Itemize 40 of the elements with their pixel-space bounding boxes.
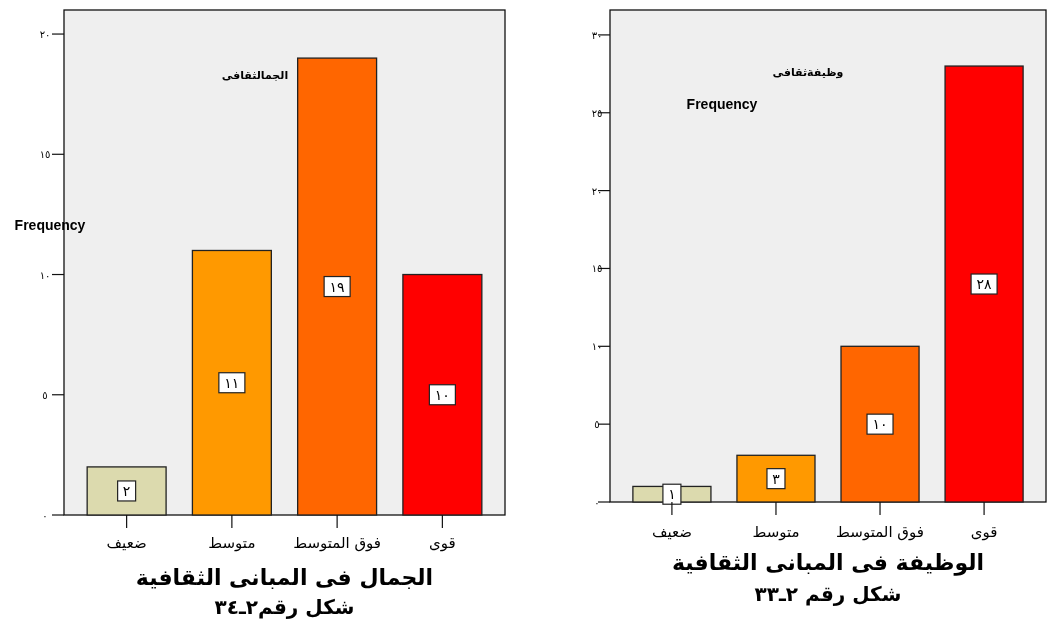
- y-tick-label: ١٥: [591, 263, 603, 275]
- annotation: الجمالثقافى: [221, 69, 289, 82]
- y-tick-label: ٥: [594, 419, 600, 431]
- text: الوظيفة فى المبانى الثقافية: [671, 550, 985, 576]
- bar: [402, 273, 483, 516]
- data-label: ١٠: [872, 416, 888, 433]
- data-label: ٢: [122, 482, 131, 499]
- bar: [840, 345, 920, 503]
- x-tick-label: قوى: [429, 534, 456, 552]
- data-label: ١: [668, 486, 676, 503]
- x-tick-label: قوى: [970, 523, 998, 541]
- y-tick-label: ٠: [594, 497, 600, 508]
- text: شكل رقم٢ـ٣٤: [214, 595, 355, 619]
- text: شكل رقم ٢ـ٣٣: [754, 582, 902, 606]
- x-tick-label: متوسط: [752, 523, 800, 541]
- x-tick-label: متوسط: [208, 534, 256, 552]
- y-tick-label: ٠: [42, 510, 48, 521]
- bar: [297, 57, 378, 516]
- y-tick-label: ٣٠: [591, 29, 603, 41]
- data-label: ١٩: [329, 278, 345, 295]
- x-tick-label: فوق المتوسط: [836, 523, 924, 541]
- bar: [944, 65, 1024, 503]
- y-axis-title: Frequency: [686, 96, 758, 112]
- bar: [191, 249, 272, 516]
- x-tick-label: ضعيف: [106, 534, 147, 552]
- data-label: ٣: [772, 470, 781, 487]
- y-tick-label: ٢٠: [39, 29, 51, 41]
- y-tick-label: ١٠: [39, 269, 51, 281]
- data-label: ١٠: [434, 386, 450, 403]
- y-tick-label: ٥: [42, 389, 48, 401]
- data-label: ٢٨: [976, 276, 993, 293]
- y-tick-label: ١٥: [39, 149, 51, 161]
- text: الجمال فى المبانى الثقافية: [135, 565, 434, 590]
- data-label: ١١: [224, 374, 240, 391]
- annotation: وظيفةثقافى: [772, 66, 844, 79]
- x-tick-label: ضعيف: [651, 523, 692, 541]
- x-tick-label: فوق المتوسط: [293, 534, 382, 552]
- y-tick-label: ٢٠: [591, 185, 603, 197]
- y-tick-label: ٢٥: [591, 107, 603, 119]
- y-tick-label: ١٠: [591, 341, 603, 353]
